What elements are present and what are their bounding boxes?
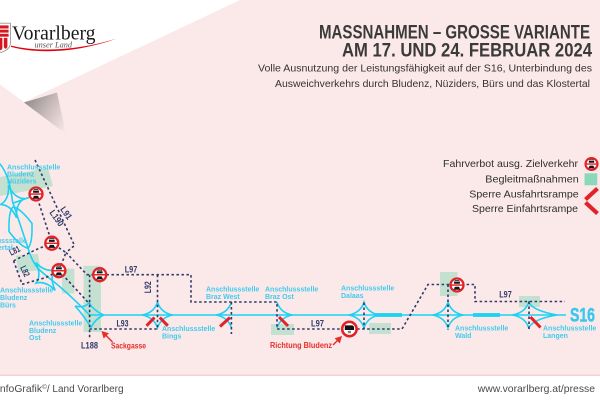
- svg-text:L97: L97: [499, 289, 512, 299]
- svg-text:AM 17. UND 24. FEBRUAR 2024: AM 17. UND 24. FEBRUAR 2024: [342, 40, 592, 62]
- svg-text:S16: S16: [570, 305, 595, 327]
- svg-text:Ost: Ost: [29, 335, 41, 342]
- svg-text:Bludenz: Bludenz: [0, 295, 28, 302]
- svg-text:L188: L188: [81, 341, 98, 351]
- svg-text:L82: L82: [18, 264, 32, 278]
- svg-text:Anschlussstelle: Anschlussstelle: [29, 320, 82, 327]
- svg-text:Vorarlberg: Vorarlberg: [12, 22, 96, 44]
- svg-text:Bludenz: Bludenz: [29, 328, 57, 335]
- svg-text:InfoGrafik©/ Land Vorarlberg: InfoGrafik©/ Land Vorarlberg: [0, 383, 124, 395]
- svg-text:Anschlussstelle: Anschlussstelle: [543, 326, 596, 333]
- svg-text:Sperre Einfahrtsrampe: Sperre Einfahrtsrampe: [472, 204, 578, 215]
- svg-text:L81: L81: [7, 244, 21, 258]
- svg-text:Nüziders: Nüziders: [7, 179, 37, 186]
- svg-text:Anschlussstelle: Anschlussstelle: [7, 165, 60, 172]
- svg-text:L97: L97: [311, 319, 324, 329]
- svg-text:Anschlussstelle: Anschlussstelle: [265, 287, 318, 294]
- svg-text:L92: L92: [143, 281, 153, 293]
- svg-text:L93: L93: [117, 318, 129, 328]
- svg-text:Fahrverbot ausg. Zielverkehr: Fahrverbot ausg. Zielverkehr: [443, 159, 579, 170]
- svg-text:L97: L97: [125, 264, 138, 274]
- svg-text:unser Land: unser Land: [35, 40, 73, 49]
- svg-text:Anschlussstelle: Anschlussstelle: [0, 238, 27, 245]
- svg-text:Braz West: Braz West: [206, 294, 240, 301]
- svg-text:Anschlussstelle: Anschlussstelle: [206, 287, 259, 294]
- svg-text:Bings: Bings: [162, 333, 182, 340]
- svg-text:Anschlussstelle: Anschlussstelle: [341, 286, 394, 293]
- svg-text:Sackgasse: Sackgasse: [111, 342, 146, 351]
- svg-text:www.vorarlberg.at/presse: www.vorarlberg.at/presse: [477, 384, 595, 395]
- svg-text:Dalaas: Dalaas: [341, 293, 364, 300]
- svg-text:Bludenz: Bludenz: [7, 172, 35, 179]
- svg-text:Richtung Bludenz: Richtung Bludenz: [270, 341, 332, 350]
- svg-text:Langen: Langen: [543, 333, 568, 340]
- svg-text:Brandnertal: Brandnertal: [0, 245, 13, 252]
- svg-text:Braz Ost: Braz Ost: [265, 294, 294, 301]
- svg-text:Anschlussstelle: Anschlussstelle: [455, 326, 508, 333]
- svg-text:Bürs: Bürs: [0, 302, 16, 309]
- svg-text:Volle Ausnutzung der Leistungs: Volle Ausnutzung der Leistungsfähigkeit …: [258, 63, 592, 74]
- svg-text:Anschlussstelle: Anschlussstelle: [162, 326, 215, 333]
- svg-text:Ausweichverkehrs durch Bludenz: Ausweichverkehrs durch Bludenz, Nüziders…: [275, 79, 590, 90]
- svg-text:Wald: Wald: [455, 333, 471, 340]
- svg-text:MASSNAHMEN – GROSSE VARIANTE: MASSNAHMEN – GROSSE VARIANTE: [319, 22, 590, 44]
- svg-text:Sperre Ausfahrtsrampe: Sperre Ausfahrtsrampe: [469, 190, 579, 201]
- svg-text:Begleitmaßnahmen: Begleitmaßnahmen: [485, 175, 578, 186]
- svg-text:Anschlussstelle: Anschlussstelle: [0, 287, 53, 294]
